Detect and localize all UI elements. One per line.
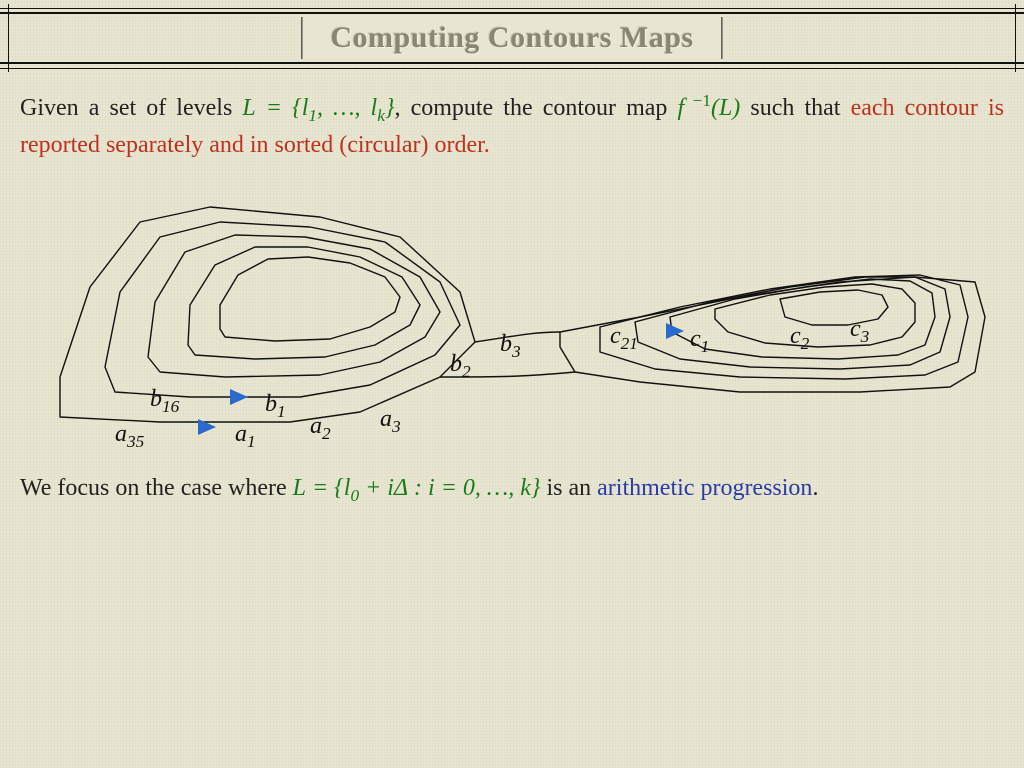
page-title: Computing Contours Maps <box>330 21 693 55</box>
p1-pre: Given a set of levels <box>20 95 242 121</box>
marker-b <box>230 389 248 405</box>
p1-finv: f −1(L) <box>678 95 741 121</box>
label-b16: b16 <box>150 382 179 419</box>
p2-post: . <box>812 475 818 501</box>
paragraph-1: Given a set of levels L = {l1, …, lk}, c… <box>20 88 1004 163</box>
p1-post: such that <box>750 95 850 121</box>
label-a1: a1 <box>235 417 256 454</box>
p2-term: arithmetic progression <box>597 475 812 501</box>
label-b3: b3 <box>500 327 521 364</box>
paragraph-2: We focus on the case where L = {l0 + iΔ … <box>20 471 1004 508</box>
label-a2: a2 <box>310 409 331 446</box>
label-a3: a3 <box>380 402 401 439</box>
label-b1: b1 <box>265 387 286 424</box>
label-c2: c2 <box>790 319 809 356</box>
p2-pre: We focus on the case where <box>20 475 293 501</box>
title-bar: Computing Contours Maps <box>0 8 1024 58</box>
contour-figure: a35 a1 a2 a3 b16 b1 b2 b3 c21 c1 c2 c3 <box>20 177 1000 457</box>
p2-mid: is an <box>540 475 597 501</box>
label-b2: b2 <box>450 347 471 384</box>
p1-mid: , compute the contour map <box>394 95 677 121</box>
p2-expr: L = {l0 + iΔ : i = 0, …, k} <box>293 475 541 501</box>
label-c21: c21 <box>610 319 638 356</box>
label-c3: c3 <box>850 312 869 349</box>
p1-levels-expr: L = {l1, …, lk} <box>242 95 394 121</box>
label-a35: a35 <box>115 417 144 454</box>
label-c1: c1 <box>690 322 709 359</box>
title-box: Computing Contours Maps <box>301 17 722 59</box>
